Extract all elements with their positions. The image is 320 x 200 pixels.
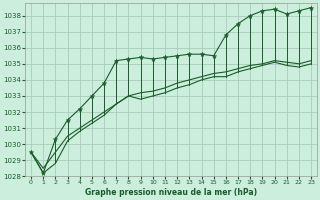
X-axis label: Graphe pression niveau de la mer (hPa): Graphe pression niveau de la mer (hPa) [85,188,257,197]
